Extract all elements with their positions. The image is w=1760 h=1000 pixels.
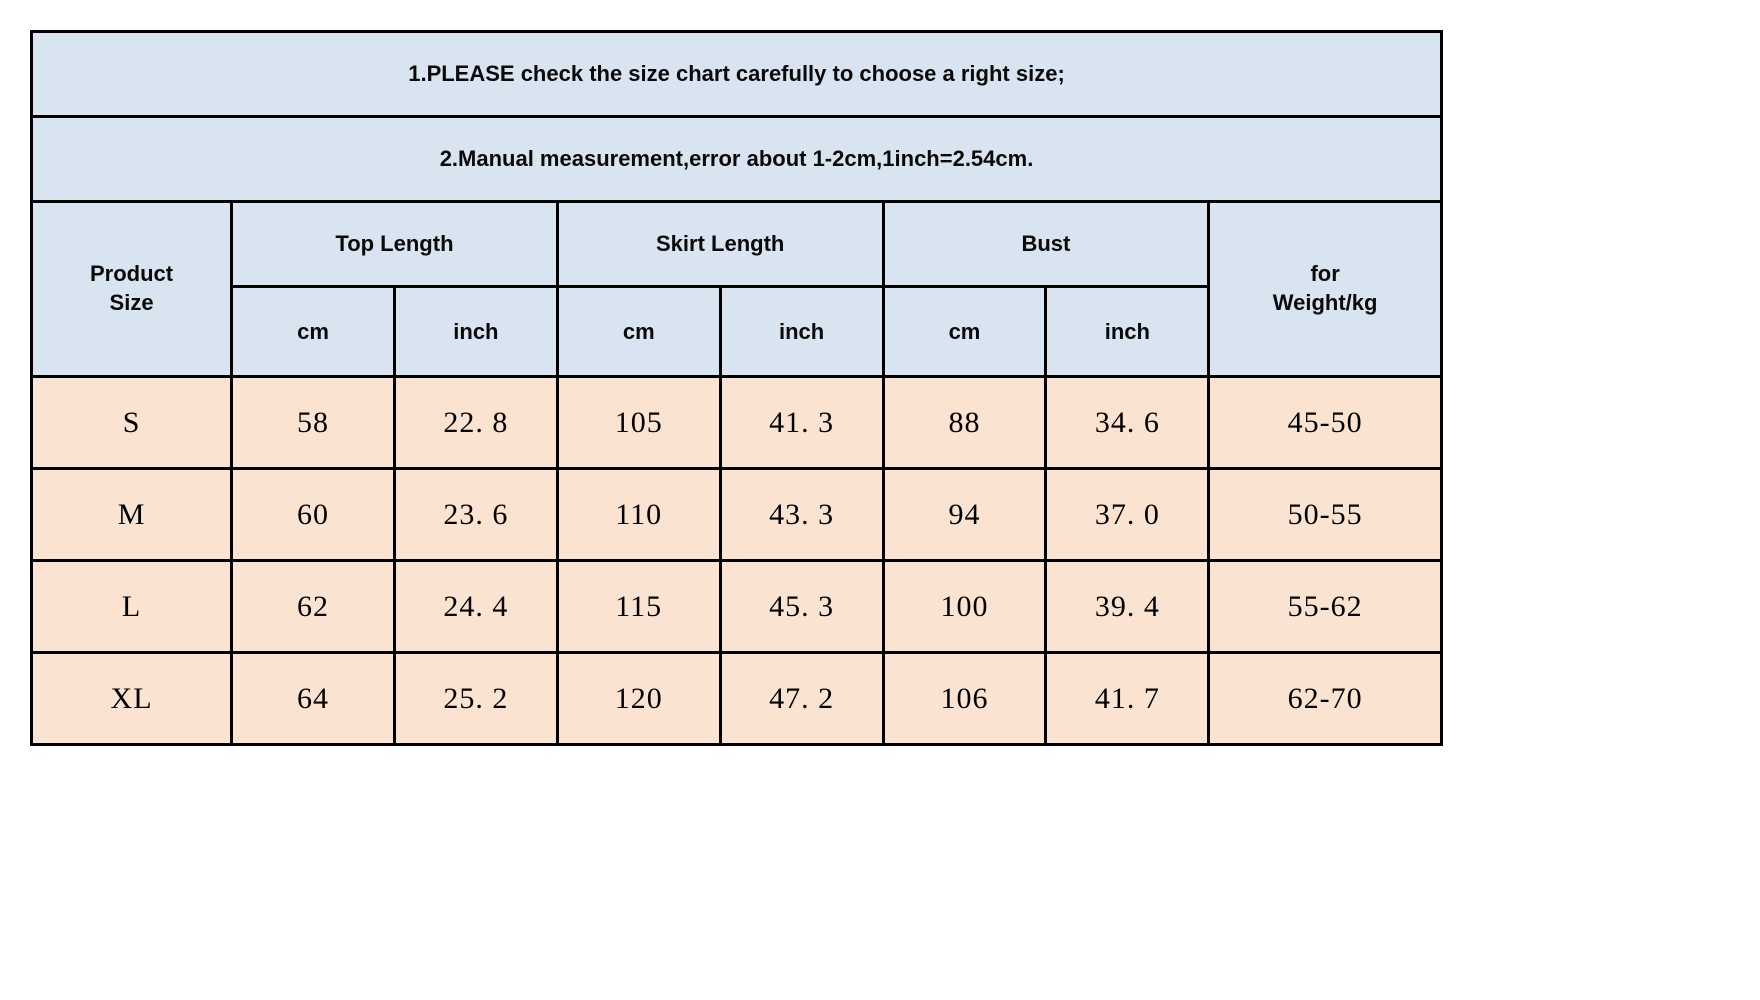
cell-weight: 45-50 [1209, 377, 1442, 469]
cell-weight: 55-62 [1209, 561, 1442, 653]
notice-line-1: 1.PLEASE check the size chart carefully … [32, 32, 1442, 117]
cell-bust-in: 37. 0 [1046, 469, 1209, 561]
header-skirt-length: Skirt Length [557, 202, 883, 287]
cell-top-in: 22. 8 [394, 377, 557, 469]
cell-skirt-in: 43. 3 [720, 469, 883, 561]
cell-size: XL [32, 653, 232, 745]
cell-size: L [32, 561, 232, 653]
cell-bust-in: 41. 7 [1046, 653, 1209, 745]
cell-skirt-in: 45. 3 [720, 561, 883, 653]
cell-top-cm: 60 [232, 469, 395, 561]
cell-weight: 62-70 [1209, 653, 1442, 745]
header-product-size: ProductSize [32, 202, 232, 377]
cell-bust-cm: 88 [883, 377, 1046, 469]
cell-bust-in: 39. 4 [1046, 561, 1209, 653]
table-row: S 58 22. 8 105 41. 3 88 34. 6 45-50 [32, 377, 1442, 469]
cell-size: S [32, 377, 232, 469]
cell-weight: 50-55 [1209, 469, 1442, 561]
cell-top-cm: 62 [232, 561, 395, 653]
cell-skirt-in: 47. 2 [720, 653, 883, 745]
cell-skirt-cm: 105 [557, 377, 720, 469]
header-bust-inch: inch [1046, 287, 1209, 377]
cell-skirt-in: 41. 3 [720, 377, 883, 469]
header-top-length: Top Length [232, 202, 558, 287]
size-chart-table: 1.PLEASE check the size chart carefully … [30, 30, 1443, 746]
cell-bust-in: 34. 6 [1046, 377, 1209, 469]
cell-top-cm: 58 [232, 377, 395, 469]
cell-top-in: 23. 6 [394, 469, 557, 561]
table-row: XL 64 25. 2 120 47. 2 106 41. 7 62-70 [32, 653, 1442, 745]
header-top-cm: cm [232, 287, 395, 377]
table-row: L 62 24. 4 115 45. 3 100 39. 4 55-62 [32, 561, 1442, 653]
table-row: M 60 23. 6 110 43. 3 94 37. 0 50-55 [32, 469, 1442, 561]
header-skirt-inch: inch [720, 287, 883, 377]
cell-bust-cm: 106 [883, 653, 1046, 745]
cell-top-in: 25. 2 [394, 653, 557, 745]
cell-top-cm: 64 [232, 653, 395, 745]
cell-size: M [32, 469, 232, 561]
header-weight: forWeight/kg [1209, 202, 1442, 377]
cell-skirt-cm: 120 [557, 653, 720, 745]
header-bust-cm: cm [883, 287, 1046, 377]
cell-skirt-cm: 110 [557, 469, 720, 561]
cell-bust-cm: 94 [883, 469, 1046, 561]
cell-bust-cm: 100 [883, 561, 1046, 653]
cell-top-in: 24. 4 [394, 561, 557, 653]
cell-skirt-cm: 115 [557, 561, 720, 653]
notice-line-2: 2.Manual measurement,error about 1-2cm,1… [32, 117, 1442, 202]
header-top-inch: inch [394, 287, 557, 377]
header-skirt-cm: cm [557, 287, 720, 377]
header-bust: Bust [883, 202, 1209, 287]
